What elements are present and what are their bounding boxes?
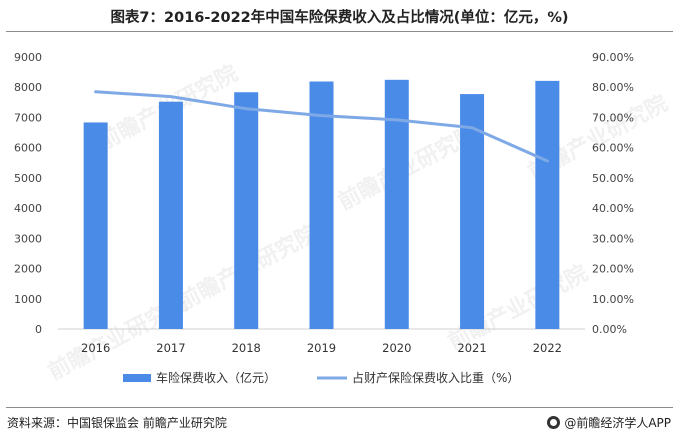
x-tick-label: 2018 bbox=[232, 341, 261, 355]
legend: 车险保费收入（亿元） 占财产保险保费收入比重（%） bbox=[123, 370, 519, 385]
brand-credit: @前瞻经济学人APP bbox=[547, 414, 671, 431]
left-tick-label: 6000 bbox=[14, 142, 42, 155]
source-note: 资料来源：中国银保监会 前瞻产业研究院 bbox=[7, 416, 227, 430]
left-tick-label: 0 bbox=[35, 323, 42, 336]
x-tick-label: 2017 bbox=[156, 341, 185, 355]
bar-2020 bbox=[384, 79, 409, 329]
chart-title: 图表7：2016-2022年中国车险保费收入及占比情况(单位：亿元，%) bbox=[110, 10, 569, 26]
x-tick-label: 2020 bbox=[382, 341, 411, 355]
right-tick-label: 30.00% bbox=[592, 232, 634, 245]
left-tick-label: 7000 bbox=[14, 111, 42, 124]
left-tick-label: 9000 bbox=[14, 51, 42, 64]
right-tick-label: 10.00% bbox=[592, 293, 634, 306]
bar-2018 bbox=[234, 92, 259, 330]
bar-2016 bbox=[83, 122, 108, 329]
left-axis-ticks: 0 1000 2000 3000 4000 5000 6000 7000 8000 9000 bbox=[14, 51, 42, 336]
line-series bbox=[94, 90, 549, 163]
x-tick-label: 2022 bbox=[533, 341, 562, 355]
bar-2019 bbox=[309, 81, 334, 329]
right-tick-label: 70.00% bbox=[592, 111, 634, 124]
right-tick-label: 80.00% bbox=[592, 81, 634, 94]
left-tick-label: 4000 bbox=[14, 202, 42, 215]
bar-2022 bbox=[535, 80, 560, 330]
left-tick-label: 1000 bbox=[14, 293, 42, 306]
left-tick-label: 3000 bbox=[14, 232, 42, 245]
right-tick-label: 50.00% bbox=[592, 172, 634, 185]
brand-logo-icon bbox=[547, 416, 561, 429]
x-tick-label: 2016 bbox=[81, 341, 110, 355]
right-axis-ticks: 0.00% 10.00% 20.00% 30.00% 40.00% 50.00% 60.00… bbox=[592, 51, 634, 336]
brand-text: @前瞻经济学人APP bbox=[564, 416, 671, 430]
right-tick-label: 60.00% bbox=[592, 142, 634, 155]
left-tick-label: 5000 bbox=[14, 172, 42, 185]
x-axis-ticks: 2016 2017 2018 2019 2020 2021 2022 bbox=[81, 341, 562, 355]
x-tick-label: 2019 bbox=[307, 341, 336, 355]
bottom-divider bbox=[6, 407, 673, 408]
left-tick-label: 8000 bbox=[14, 81, 42, 94]
legend-bar-label: 车险保费收入（亿元） bbox=[156, 370, 276, 385]
right-tick-label: 40.00% bbox=[592, 202, 634, 215]
right-tick-label: 0.00% bbox=[592, 323, 627, 336]
left-tick-label: 2000 bbox=[14, 263, 42, 276]
bar-2017 bbox=[158, 101, 183, 329]
bar-series bbox=[83, 79, 560, 330]
right-tick-label: 90.00% bbox=[592, 51, 634, 64]
x-tick-label: 2021 bbox=[457, 341, 486, 355]
legend-line-label: 占财产保险保费收入比重（%） bbox=[352, 370, 519, 385]
legend-bar-swatch bbox=[123, 374, 151, 382]
top-divider bbox=[6, 31, 673, 32]
right-tick-label: 20.00% bbox=[592, 263, 634, 276]
bar-2021 bbox=[460, 94, 485, 329]
